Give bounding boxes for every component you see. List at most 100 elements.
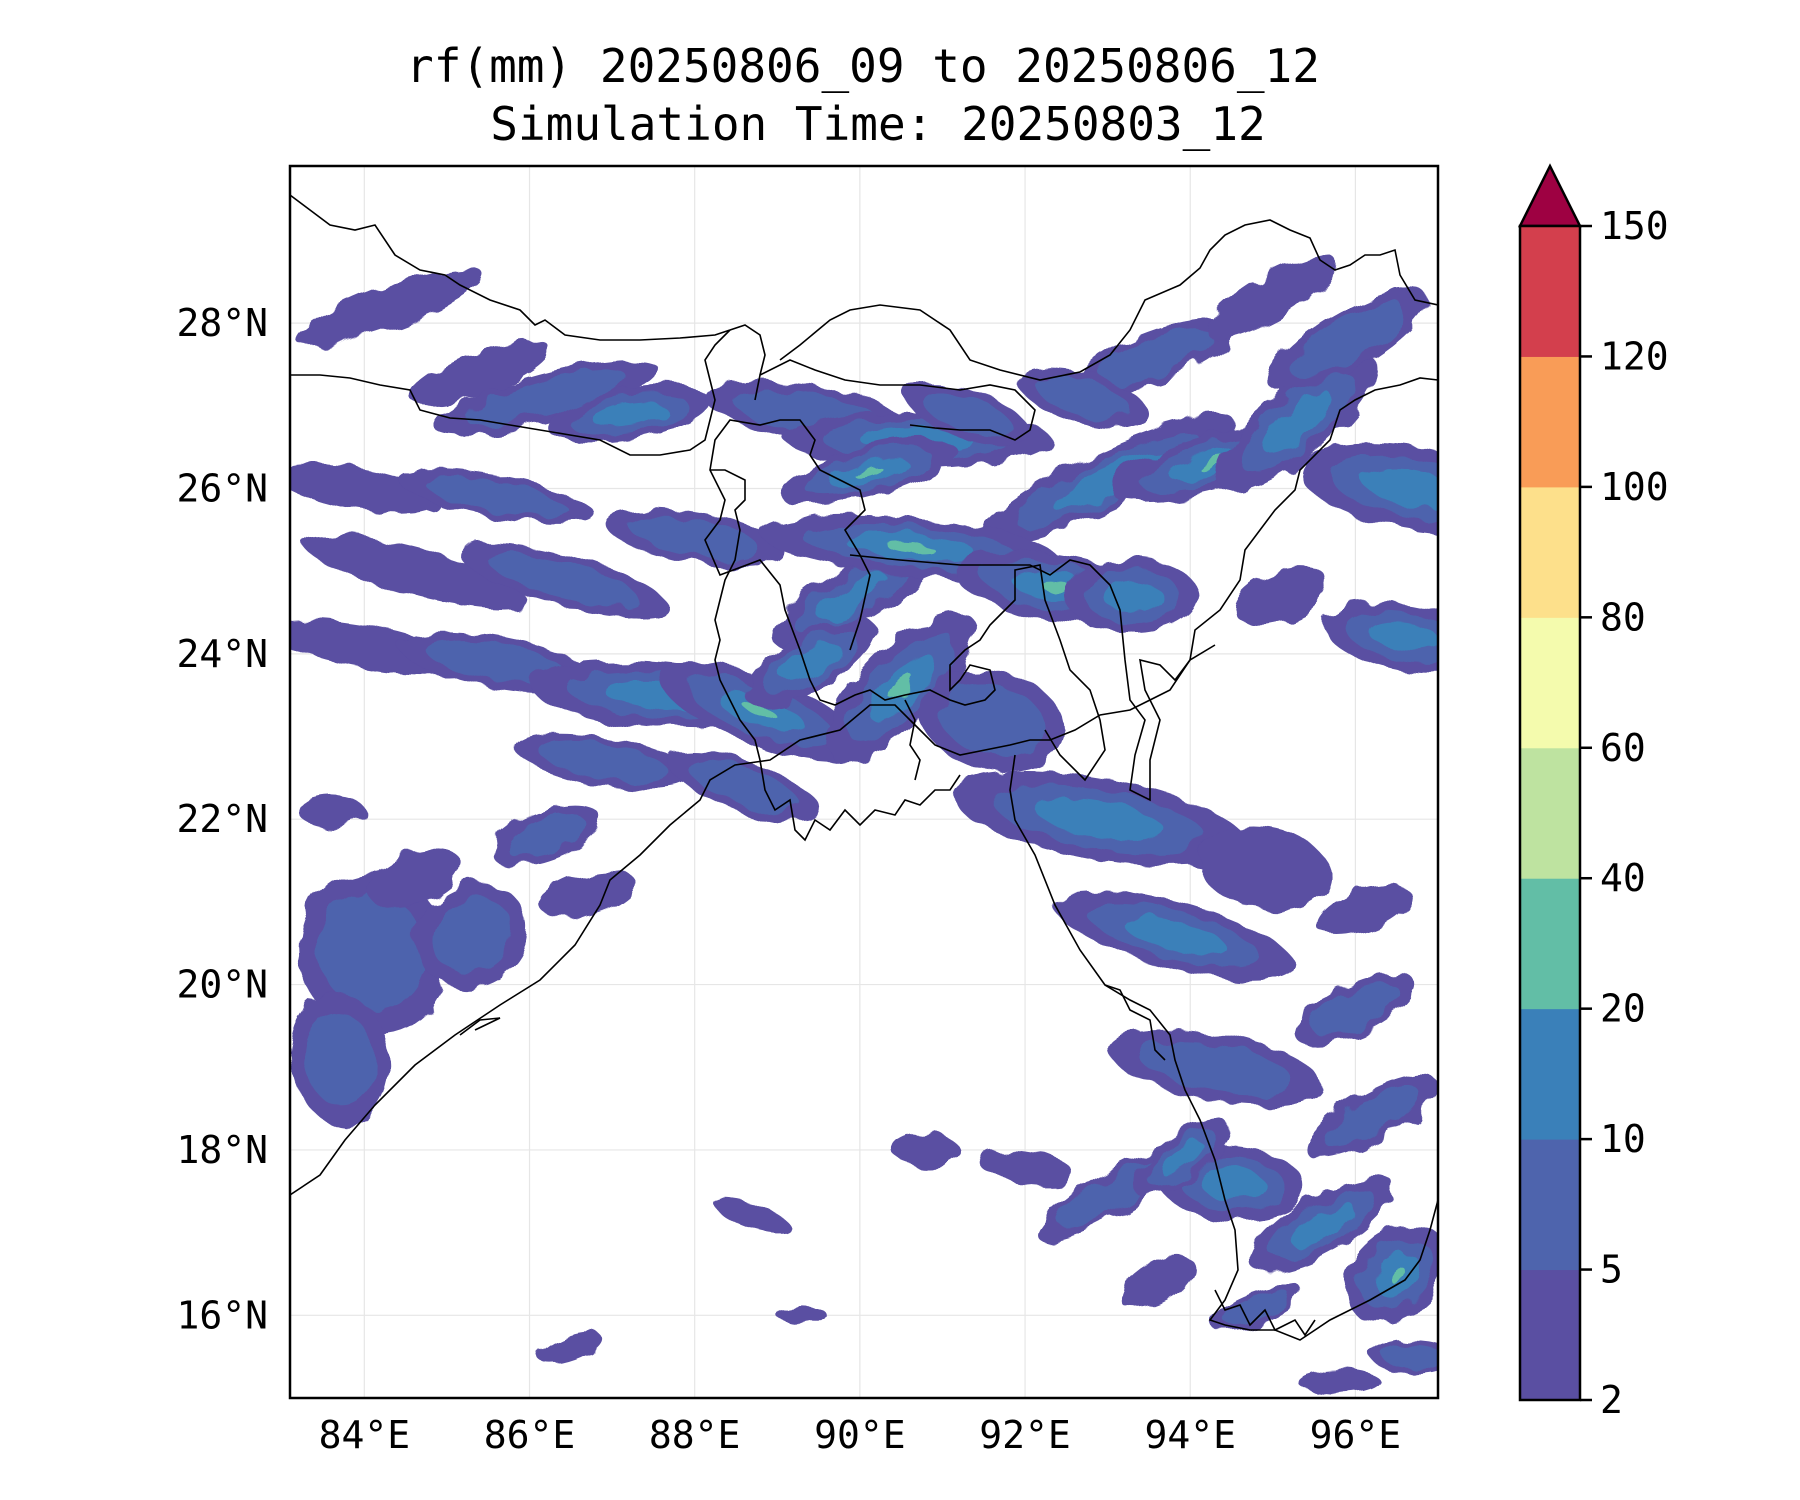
rain-area — [297, 869, 448, 1034]
rain-contour-level-2 — [1262, 392, 1333, 453]
rain-area — [1079, 319, 1236, 393]
y-tick-label: 28°N — [176, 301, 268, 345]
colorbar-bins — [1520, 226, 1580, 1401]
x-tick-label: 92°E — [979, 1413, 1071, 1457]
rain-contour-level-0 — [302, 533, 526, 609]
rain-area — [1119, 1254, 1195, 1310]
rain-contour-level-1 — [1289, 302, 1405, 377]
rain-contour-level-0 — [366, 848, 462, 906]
rain-area — [1294, 973, 1417, 1046]
rain-contour-level-2 — [1103, 579, 1162, 613]
colorbar-tick-label: 20 — [1600, 987, 1646, 1031]
rain-area — [1053, 889, 1294, 981]
nepal-north-border — [290, 194, 731, 341]
rain-area — [1066, 558, 1199, 634]
y-tick-label: 18°N — [176, 1128, 268, 1172]
rain-area — [290, 993, 390, 1125]
nepal-south-border — [290, 329, 731, 456]
rain-area — [458, 542, 667, 617]
map-frame — [288, 164, 1440, 1400]
rain-area — [1267, 287, 1428, 392]
rain-area — [366, 848, 462, 906]
rain-contour-level-1 — [506, 813, 586, 858]
rain-area — [744, 617, 877, 707]
rain-area — [1249, 1176, 1396, 1273]
rain-area — [780, 438, 957, 506]
x-tick-label: 86°E — [484, 1413, 576, 1457]
rain-contour-level-0 — [1207, 257, 1339, 340]
colorbar-tick-label: 120 — [1600, 334, 1669, 378]
rain-contour-level-0 — [1119, 1254, 1195, 1310]
colorbar-tick-label: 150 — [1600, 204, 1669, 248]
colorbar-bin — [1520, 617, 1580, 749]
rain-contour-level-2 — [1198, 1166, 1265, 1200]
y-tick-label: 26°N — [176, 466, 268, 510]
rain-contour-level-1 — [465, 369, 627, 426]
colorbar-tick-label: 100 — [1600, 465, 1669, 509]
colorbar-bin — [1520, 226, 1580, 357]
rain-contour-level-2 — [1120, 915, 1227, 955]
sikkim-border — [729, 324, 766, 376]
rain-contour-level-0 — [290, 463, 438, 514]
northeast-india-border — [849, 377, 1438, 802]
rain-area — [892, 1133, 959, 1167]
colorbar-tick-label: 5 — [1600, 1248, 1623, 1292]
x-tick-label: 94°E — [1144, 1413, 1236, 1457]
y-tick-label: 20°N — [176, 963, 268, 1007]
rain-area — [605, 509, 785, 568]
y-tick-label: 16°N — [176, 1293, 268, 1337]
rain-contour-level-1 — [1138, 1040, 1292, 1095]
colorbar-bin — [1520, 486, 1580, 618]
colorbar-bin — [1520, 1269, 1580, 1401]
rain-contour-level-1 — [318, 892, 427, 1011]
bhutan-border — [754, 359, 1036, 441]
rain-area — [659, 663, 863, 760]
colorbar-extend-triangle — [1517, 163, 1583, 228]
rain-contour-level-0 — [298, 794, 365, 828]
rain-area — [539, 1332, 603, 1365]
rain-contour-level-1 — [688, 759, 801, 813]
rain-contour-level-1 — [939, 682, 1045, 758]
colorbar-ticks: 2 5 10 20 40 60 80 100 120 150 — [1580, 204, 1669, 1422]
rakhine-islands — [1104, 984, 1166, 1061]
rain-area — [1133, 1120, 1231, 1196]
rain-contour-level-0 — [295, 267, 483, 346]
rain-contour-level-2 — [1034, 798, 1164, 841]
colorbar-tick-label: 2 — [1600, 1378, 1623, 1422]
x-axis: 84°E 86°E 88°E 90°E 92°E 94°E 96°E — [319, 1413, 1402, 1457]
colorbar-tick-label: 10 — [1600, 1117, 1646, 1161]
rain-contour-level-3 — [885, 541, 934, 552]
west-bengal-border — [710, 469, 761, 761]
rain-contour-level-0 — [892, 1133, 959, 1167]
rain-contour-level-0 — [539, 1332, 603, 1365]
rain-area — [826, 612, 977, 762]
rain-area — [1199, 826, 1331, 912]
tibet-border — [779, 219, 1438, 381]
rain-area — [1316, 884, 1411, 936]
colorbar-bin — [1520, 356, 1580, 488]
east-india-coastline — [290, 644, 1216, 1196]
rain-contour-level-0 — [409, 340, 551, 405]
colorbar-frame — [1518, 224, 1582, 1402]
colorbar-tick-label: 80 — [1600, 595, 1646, 639]
rain-area — [1108, 1029, 1322, 1105]
rain-area — [976, 1148, 1074, 1185]
rain-contour-level-1 — [1100, 329, 1214, 383]
rain-area — [777, 1305, 827, 1326]
rain-contour-level-1 — [1311, 983, 1400, 1036]
rain-contour-level-1 — [426, 640, 567, 684]
x-tick-label: 84°E — [319, 1413, 411, 1457]
rain-area — [409, 340, 551, 405]
rain-area — [302, 533, 526, 609]
chart-title-line2: Simulation Time: 20250803_12 — [490, 97, 1265, 151]
rain-contour-level-1 — [303, 1011, 376, 1107]
rain-area — [539, 869, 636, 918]
map-panel — [288, 164, 1440, 1400]
rain-contour-level-1 — [1383, 1344, 1438, 1369]
rain-contour-level-3 — [854, 466, 883, 478]
rain-contour-level-0 — [1297, 1369, 1381, 1394]
rain-contour-level-0 — [1199, 826, 1331, 912]
x-tick-label: 88°E — [649, 1413, 741, 1457]
colorbar-bin — [1520, 747, 1580, 879]
